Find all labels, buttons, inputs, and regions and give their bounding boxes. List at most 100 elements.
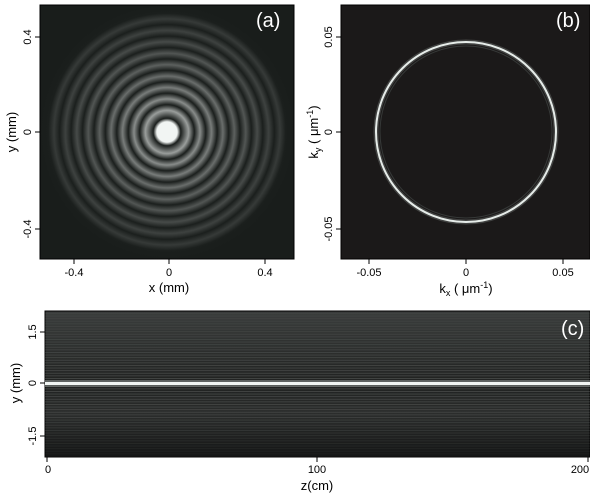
panel-c-streak xyxy=(45,385,590,387)
panel-c-streak xyxy=(45,357,590,359)
panel-c-center-line xyxy=(45,382,590,385)
panel-c-ylabel: y (mm) xyxy=(8,363,23,403)
panel-a: (a) -0.4 0 0.4 x (mm) 0.4 0 -0.4 y (mm) xyxy=(4,4,295,295)
panel-c-streak xyxy=(45,315,590,317)
panel-c-streak xyxy=(45,352,590,353)
panel-c-streak xyxy=(45,367,590,369)
panel-b-ylabel-sup: -1 xyxy=(305,110,315,118)
panel-c-streak xyxy=(45,419,590,421)
panel-c-streak xyxy=(45,456,590,457)
panel-a-ytick-label: 0.4 xyxy=(22,29,34,44)
panel-c-streak xyxy=(45,372,590,374)
panel-c-streak xyxy=(45,445,590,447)
panel-c-streak xyxy=(45,380,590,382)
panel-a-image xyxy=(39,4,295,260)
panel-b-ytick-label: 0.05 xyxy=(323,26,335,47)
panel-c-streak xyxy=(45,398,590,400)
panel-c-streak xyxy=(45,344,590,346)
panel-a-ytick-label: 0 xyxy=(22,129,34,135)
panel-c-ytick-label: 1.5 xyxy=(27,324,39,339)
panel-c-streak xyxy=(45,370,590,372)
panel-c-ytick-label: 0 xyxy=(27,380,39,386)
panel-b-xlabel-unit: ( μm xyxy=(450,281,480,296)
panel-c-streak xyxy=(45,437,590,439)
panel-c-streak xyxy=(45,326,590,327)
panel-c-streak xyxy=(45,313,590,314)
panel-a-xtick-label: 0.4 xyxy=(257,267,272,279)
panel-b-ring xyxy=(375,41,557,223)
panel-c-xtick-label: 100 xyxy=(308,464,326,476)
panel-c-xtick-label: 0 xyxy=(45,464,51,476)
panel-a-xlabel: x (mm) xyxy=(149,280,189,295)
panel-b: (b) -0.05 0 0.05 kx ( μm-1) 0.05 0 -0.05… xyxy=(305,4,590,298)
panel-c-streak xyxy=(45,393,590,395)
panel-c-streak xyxy=(45,333,590,335)
panel-c-streak xyxy=(45,336,590,338)
panel-c-streak xyxy=(45,375,590,377)
panel-a-xtick-label: 0 xyxy=(166,267,172,279)
panel-c-streak xyxy=(45,396,590,398)
panel-c-streak xyxy=(45,341,590,343)
panel-b-ylabel-sub: y xyxy=(313,147,323,152)
panel-c-streak xyxy=(45,378,590,379)
panel-c-streak xyxy=(45,443,590,444)
panel-c-streak xyxy=(45,388,590,390)
panel-c-streak xyxy=(45,414,590,416)
panel-b-ylabel-unit: ( μm xyxy=(306,118,321,148)
panel-b-xlabel-main: k xyxy=(439,281,446,296)
panel-c-xtick-label: 200 xyxy=(571,464,589,476)
panel-b-ylabel-close: ) xyxy=(306,105,321,109)
panel-c-streak xyxy=(45,411,590,413)
panel-c-streak xyxy=(45,323,590,325)
panel-b-xlabel-sup: -1 xyxy=(480,280,488,290)
panel-a-ylabel: y (mm) xyxy=(4,112,19,152)
panel-c-streaks xyxy=(45,313,590,457)
panel-c-streak xyxy=(45,430,590,431)
panel-c-streak xyxy=(45,422,590,424)
panel-c-streak xyxy=(45,354,590,356)
panel-b-ytick-label: -0.05 xyxy=(323,216,335,241)
panel-b-xtick-label: 0.05 xyxy=(552,267,573,279)
panel-c-streak xyxy=(45,391,590,392)
panel-a-label: (a) xyxy=(256,10,280,32)
panel-c-ytick-label: -1.5 xyxy=(27,427,39,446)
panel-c-streak xyxy=(45,453,590,455)
panel-c-streak xyxy=(45,435,590,437)
panel-b-ylabel-main: k xyxy=(306,152,321,159)
panel-c-streak xyxy=(45,409,590,411)
panel-c-xlabel: z(cm) xyxy=(301,478,334,493)
panel-b-ring-inner xyxy=(379,45,553,219)
panel-c-streak xyxy=(45,427,590,429)
panel-c-streak xyxy=(45,362,590,364)
panel-a-ytick-label: -0.4 xyxy=(22,220,34,239)
panel-b-xlabel-close: ) xyxy=(488,281,492,296)
panel-b-xtick-label: 0 xyxy=(463,267,469,279)
panel-c-streak xyxy=(45,365,590,366)
panel-b-ylabel: ky ( μm-1) xyxy=(305,105,323,158)
panel-c-streak xyxy=(45,339,590,340)
panel-c-streak xyxy=(45,417,590,418)
panel-c-streak xyxy=(45,359,590,361)
panel-c-streak xyxy=(45,440,590,442)
panel-b-ytick-label: 0 xyxy=(323,129,335,135)
panel-c-streak xyxy=(45,424,590,426)
panel-b-xtick-label: -0.05 xyxy=(356,267,381,279)
panel-b-xlabel-sub: x xyxy=(446,288,451,298)
panel-c-streak xyxy=(45,346,590,348)
panel-c-streak xyxy=(45,328,590,330)
panel-c-streak xyxy=(45,320,590,322)
panel-c-streak xyxy=(45,349,590,351)
panel-b-label: (b) xyxy=(556,10,580,32)
panel-c-streak xyxy=(45,404,590,405)
panel-c-streak xyxy=(45,318,590,320)
panel-c-streak xyxy=(45,450,590,452)
panel-c-streak xyxy=(45,331,590,333)
panel-b-xlabel: kx ( μm-1) xyxy=(439,280,492,298)
panel-b-image xyxy=(340,4,590,260)
panel-c-streak xyxy=(45,401,590,403)
panel-c: (c) 0 100 200 z(cm) 1.5 0 -1.5 y (mm) xyxy=(8,310,590,493)
panel-c-streak xyxy=(45,448,590,450)
panel-c-streak xyxy=(45,432,590,434)
panel-c-label: (c) xyxy=(561,318,584,340)
